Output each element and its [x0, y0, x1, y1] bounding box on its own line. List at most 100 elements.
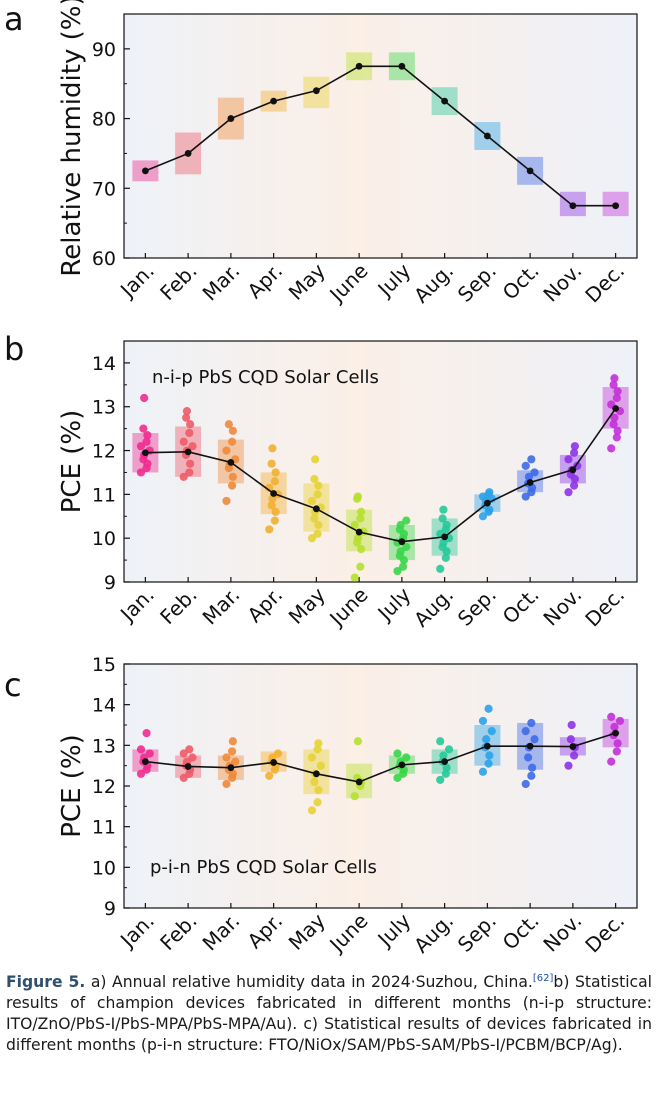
data-point — [273, 749, 283, 758]
x-tick-label: Nov. — [538, 259, 586, 307]
mean-point — [483, 132, 491, 140]
y-tick-label: 12 — [92, 441, 116, 463]
data-point — [609, 380, 618, 389]
mean-point — [270, 759, 278, 766]
data-point — [607, 712, 616, 721]
y-tick-label: 80 — [92, 109, 116, 131]
mean-point — [569, 202, 577, 210]
panel-label: c — [4, 666, 22, 704]
x-tick-label: Oct. — [498, 583, 544, 629]
data-point — [527, 771, 536, 780]
data-point — [188, 442, 197, 451]
data-point — [613, 739, 622, 748]
y-tick-label: 13 — [92, 397, 116, 419]
caption-reference-link[interactable]: [62] — [532, 973, 554, 984]
mean-point — [355, 62, 363, 70]
data-point — [314, 481, 323, 490]
data-point — [179, 437, 188, 446]
data-point — [613, 426, 622, 435]
mean-point — [312, 87, 320, 95]
mean-point — [526, 479, 534, 486]
data-point — [228, 426, 237, 435]
data-point — [570, 442, 579, 451]
mean-point — [483, 499, 491, 507]
data-point — [530, 735, 539, 744]
data-point — [185, 745, 194, 754]
data-point — [484, 759, 493, 768]
y-tick-label: 90 — [92, 39, 116, 61]
data-point — [313, 490, 322, 499]
data-point — [224, 420, 233, 429]
panel-annotation: p-i-n PbS CQD Solar Cells — [150, 857, 377, 878]
data-point — [528, 763, 537, 772]
x-tick-label: Feb. — [155, 259, 202, 306]
data-point — [182, 407, 192, 416]
y-axis-label: Relative humidity (%) — [57, 0, 87, 277]
data-point — [265, 525, 274, 534]
data-point — [268, 444, 277, 453]
plot-frame — [123, 340, 638, 583]
mean-line — [145, 732, 616, 783]
data-point — [436, 737, 445, 746]
x-tick-label: Aug. — [409, 909, 458, 958]
figure-caption: Figure 5. a) Annual relative humidity da… — [6, 968, 652, 1056]
data-point — [356, 514, 365, 523]
data-point — [482, 735, 491, 744]
data-point — [353, 492, 363, 501]
data-point — [143, 431, 152, 440]
data-point — [564, 455, 573, 464]
y-tick-label: 13 — [92, 735, 116, 757]
data-point — [316, 761, 325, 770]
data-point — [271, 468, 280, 477]
caption-label: Figure 5. — [6, 973, 86, 992]
data-point — [186, 420, 195, 429]
data-point — [350, 573, 359, 582]
mean-point — [227, 458, 235, 466]
data-point — [185, 468, 194, 477]
x-tick-label: Apr. — [243, 909, 288, 954]
data-point — [396, 520, 405, 530]
data-point — [188, 753, 197, 762]
mean-point — [526, 742, 534, 750]
data-point — [311, 455, 320, 464]
data-point — [402, 753, 411, 762]
mean-point — [141, 449, 149, 457]
mean-point — [441, 758, 449, 765]
data-point — [228, 472, 237, 481]
x-tick-label: Nov. — [538, 909, 586, 957]
data-point — [441, 553, 450, 563]
mean-point — [184, 763, 192, 770]
x-tick-label: Jan. — [114, 909, 159, 954]
data-point — [524, 472, 534, 481]
data-point — [313, 798, 322, 807]
mean-point — [184, 150, 192, 157]
data-point — [185, 428, 194, 438]
data-point — [567, 720, 576, 730]
data-point — [140, 393, 149, 403]
data-point — [398, 562, 408, 571]
data-point — [487, 727, 496, 736]
caption-text-a: a) Annual relative humidity data in 2024… — [85, 973, 533, 992]
data-point — [607, 757, 616, 766]
mean-point — [270, 97, 278, 105]
x-tick-label: July — [372, 582, 416, 626]
data-point — [610, 722, 619, 732]
data-point — [139, 424, 148, 433]
data-point — [179, 472, 188, 481]
x-tick-label: Oct. — [498, 259, 544, 305]
data-point — [393, 566, 402, 576]
mean-point — [184, 448, 192, 456]
y-tick-label: 70 — [92, 178, 116, 200]
data-point — [613, 387, 622, 396]
data-point — [271, 507, 280, 516]
data-point — [145, 749, 154, 758]
x-tick-label: Apr. — [243, 259, 288, 304]
y-axis-label: PCE (%) — [57, 410, 87, 514]
data-point — [521, 492, 530, 501]
y-tick-label: 9 — [104, 898, 116, 920]
plot-background — [124, 664, 637, 908]
data-point — [609, 420, 618, 429]
data-point — [521, 779, 530, 789]
data-point — [527, 718, 536, 728]
x-tick-label: Mar. — [198, 259, 245, 306]
